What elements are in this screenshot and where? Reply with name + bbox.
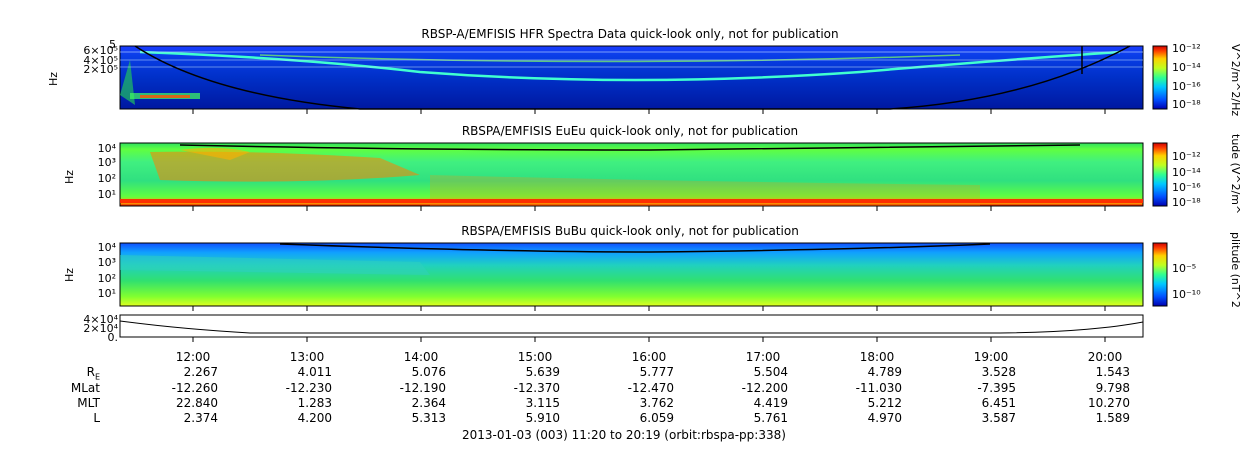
panel1-ytick: 6×10⁵ [83, 44, 118, 57]
panel1-cbar-tick: 10⁻¹⁶ [1172, 80, 1201, 93]
ephem-value: 5.076 [411, 365, 446, 379]
ephem-value: 3.115 [525, 396, 560, 410]
x-tick-label: 18:00 [859, 350, 895, 364]
panel2-cbar-tick: 10⁻¹⁴ [1172, 166, 1201, 179]
panel3-title: RBSPA/EMFISIS BuBu quick-look only, not … [461, 224, 799, 238]
ephem-value: 5.212 [867, 396, 902, 410]
panel2-ytick: 10⁴ [97, 142, 116, 155]
panel2-cbar-tick: 10⁻¹² [1172, 150, 1201, 163]
ephem-value: 2.364 [411, 396, 446, 410]
ephem-value: 10.270 [1088, 396, 1130, 410]
panel2-ytick: 10² [97, 172, 116, 185]
panel3-cbar-tick: 10⁻¹⁰ [1172, 288, 1201, 301]
ephem-row-name: RE [86, 365, 100, 382]
panel1-cbar-tick: 10⁻¹² [1172, 42, 1201, 55]
panel1-ytick: 2×10⁵ [83, 63, 118, 76]
x-tick-label: 16:00 [631, 350, 667, 364]
panel2-cbar-tick: 10⁻¹⁸ [1172, 196, 1201, 209]
panel3-ytick: 10¹ [97, 287, 116, 300]
ephem-row-name: L [93, 411, 100, 425]
panel1-ytick: 4×10⁵ [83, 54, 118, 67]
panel3-ytick: 10³ [97, 256, 116, 269]
ephem-value: -12.200 [741, 381, 788, 395]
x-tick-label: 14:00 [403, 350, 439, 364]
panel2-ytick: 10³ [97, 156, 116, 169]
ephem-value: 4.970 [867, 411, 902, 425]
ephem-row-name: MLT [77, 396, 100, 410]
ephem-value: 4.011 [297, 365, 332, 379]
x-tick-label: 17:00 [745, 350, 781, 364]
panel2-ylabel: Hz [63, 169, 76, 184]
ephem-value: 5.910 [525, 411, 560, 425]
panel1-cbar-label: V^2/m^2/Hz [1229, 44, 1242, 117]
ephem-value: 1.283 [297, 396, 332, 410]
panel2-ytick: 10¹ [97, 188, 116, 201]
panel1-cbar-tick: 10⁻¹⁴ [1172, 61, 1201, 74]
ephem-value: -12.370 [513, 381, 560, 395]
ephem-value: -7.395 [977, 381, 1016, 395]
panel3-ytick: 10² [97, 272, 116, 285]
x-tick-label: 19:00 [973, 350, 1009, 364]
ephem-value: 6.059 [639, 411, 674, 425]
panel4-ytick: 0. [107, 331, 119, 344]
ephem-value: 4.200 [297, 411, 332, 425]
ephem-value: -12.470 [627, 381, 674, 395]
ephem-value: 5.504 [753, 365, 788, 379]
panel2-title: RBSPA/EMFISIS EuEu quick-look only, not … [461, 124, 799, 138]
panel1-ytick-top: 5 [109, 38, 116, 51]
panel2-cbar-label: tude (V^2/m^ [1229, 134, 1242, 215]
panel1-title: RBSP-A/EMFISIS HFR Spectra Data quick-lo… [421, 27, 839, 41]
panel2-cbar-tick: 10⁻¹⁶ [1172, 181, 1201, 194]
x-tick-label: 13:00 [289, 350, 325, 364]
ephem-value: 1.543 [1095, 365, 1130, 379]
panel4-ytick: 4×10⁴ [83, 313, 118, 326]
ephem-value: 5.777 [639, 365, 674, 379]
ephem-value: 6.451 [981, 396, 1016, 410]
ephem-value: 5.313 [411, 411, 446, 425]
ephem-value: 5.639 [525, 365, 560, 379]
panel3-cbar-tick: 10⁻⁵ [1172, 262, 1197, 275]
ephem-value: 4.789 [867, 365, 902, 379]
panel3-ytick: 10⁴ [97, 241, 116, 254]
ephem-row-name: MLat [70, 381, 100, 395]
ephem-value: 2.267 [183, 365, 218, 379]
panel3-cbar-label: plitude (nT^2 [1229, 232, 1242, 308]
panel4-ytick: 2×10⁴ [83, 322, 118, 335]
ephem-value: 9.798 [1095, 381, 1130, 395]
ephem-value: -12.190 [399, 381, 446, 395]
ephem-value: 2.374 [183, 411, 218, 425]
x-tick-label: 15:00 [517, 350, 553, 364]
panel1-ylabel: Hz [47, 71, 60, 86]
ephem-value: -12.260 [171, 381, 218, 395]
x-tick-label: 20:00 [1087, 350, 1123, 364]
ephem-value: 4.419 [753, 396, 788, 410]
time-range-footer: 2013-01-03 (003) 11:20 to 20:19 (orbit:r… [462, 428, 786, 442]
ephem-value: 3.762 [639, 396, 674, 410]
x-tick-label: 12:00 [175, 350, 211, 364]
ephem-value: -12.230 [285, 381, 332, 395]
ephem-value: 5.761 [753, 411, 788, 425]
ephem-value: 22.840 [176, 396, 218, 410]
panel1-cbar-tick: 10⁻¹⁸ [1172, 98, 1201, 111]
ephem-value: 3.528 [981, 365, 1016, 379]
ephem-value: 1.589 [1095, 411, 1130, 425]
ephem-value: -11.030 [855, 381, 902, 395]
panel3-ylabel: Hz [63, 267, 76, 282]
ephem-value: 3.587 [981, 411, 1016, 425]
